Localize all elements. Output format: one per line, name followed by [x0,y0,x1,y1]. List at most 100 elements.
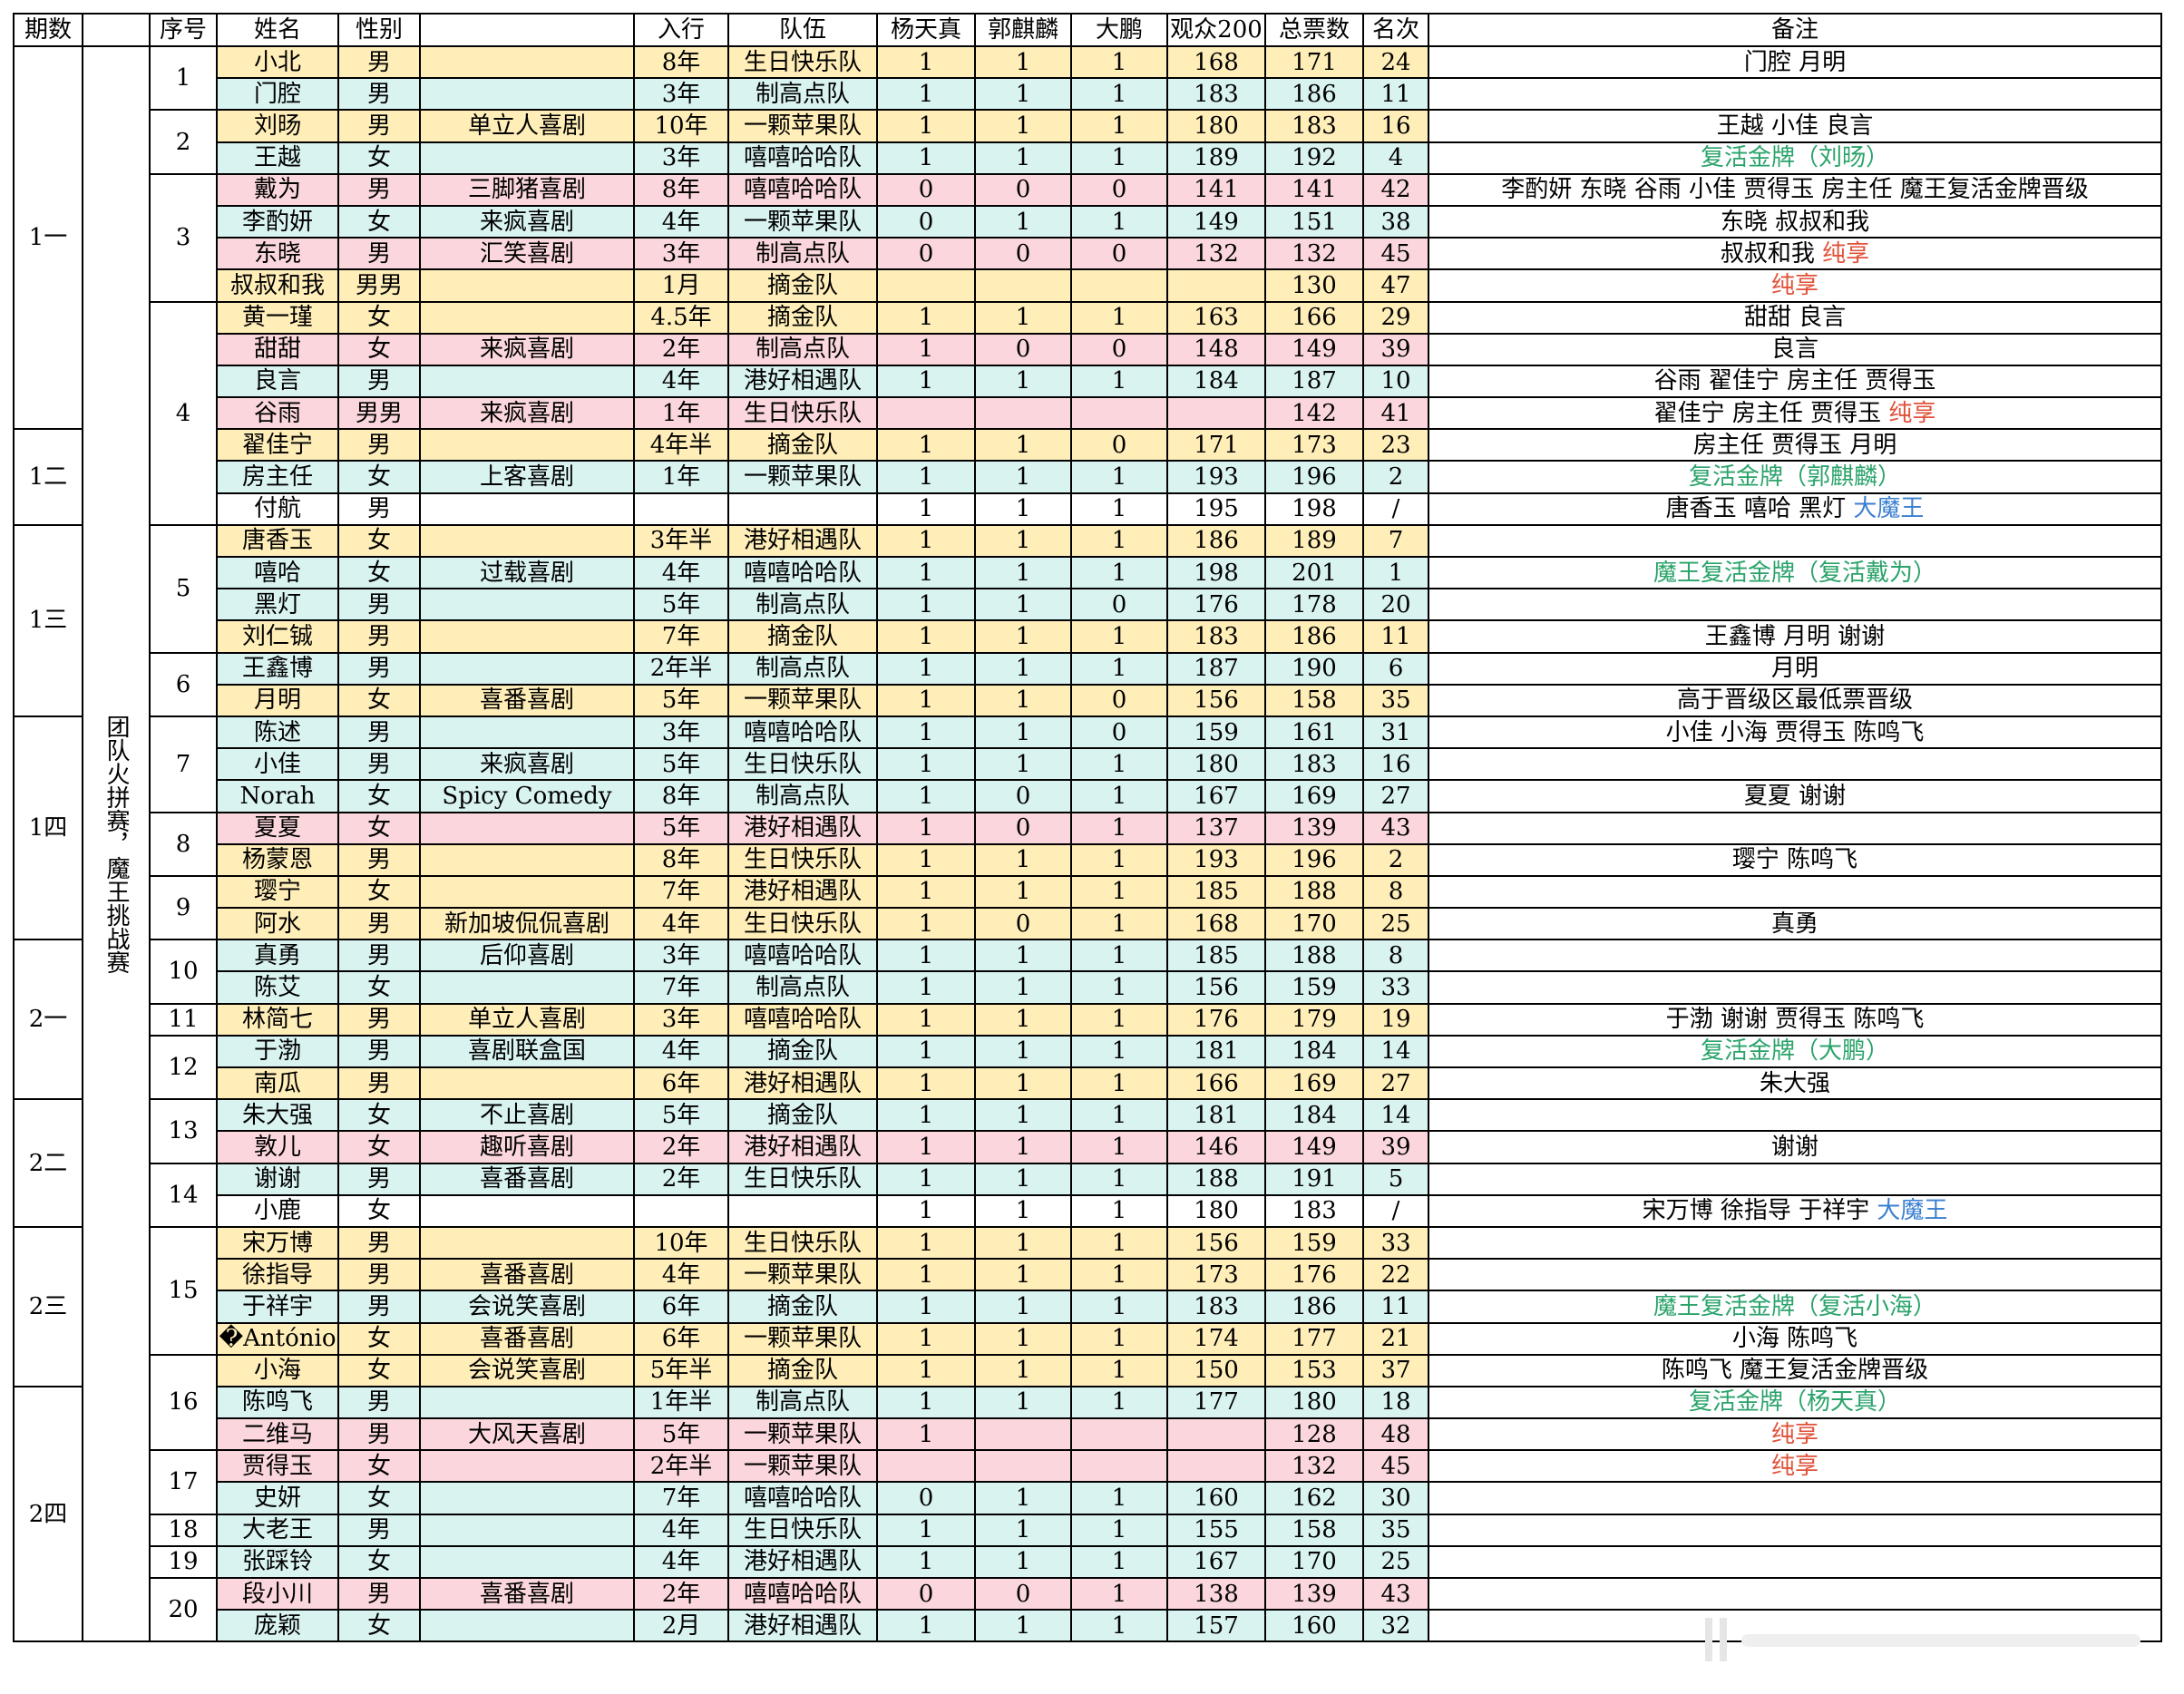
years-cell[interactable]: 4年 [633,1513,729,1547]
years-cell[interactable]: 3年 [633,715,729,750]
gender-cell[interactable]: 男 [337,492,421,526]
judge1-cell[interactable]: 1 [876,1609,976,1643]
audience-cell[interactable]: 180 [1166,109,1266,143]
audience-cell[interactable]: 166 [1166,1066,1266,1101]
gender-cell[interactable]: 男 [337,619,421,654]
rank-cell[interactable]: 42 [1362,172,1429,207]
period-cell[interactable]: 2一 [13,939,83,1101]
audience-cell[interactable]: 183 [1166,77,1266,112]
total-cell[interactable]: 183 [1264,109,1364,143]
judge3-cell[interactable]: 1 [1070,779,1168,813]
name-cell[interactable]: 甜甜 [216,332,339,366]
team-cell[interactable]: 摘金队 [727,1290,878,1324]
name-cell[interactable]: 敦儿 [216,1130,339,1164]
company-cell[interactable]: 喜番喜剧 [419,1258,635,1292]
team-cell[interactable]: 港好相遇队 [727,1066,878,1101]
notes-cell[interactable]: 小佳 小海 贾得玉 陈鸣飞 [1428,715,2162,750]
judge3-cell[interactable]: 0 [1070,428,1168,462]
judge3-cell[interactable]: 1 [1070,364,1168,399]
company-cell[interactable] [419,268,635,303]
team-cell[interactable]: 一颗苹果队 [727,109,878,143]
rank-cell[interactable]: 41 [1362,396,1429,431]
total-cell[interactable]: 149 [1264,332,1364,366]
rank-cell[interactable]: 47 [1362,268,1429,303]
team-cell[interactable]: 摘金队 [727,428,878,462]
team-cell[interactable] [727,1193,878,1228]
years-cell[interactable]: 4年 [633,1544,729,1580]
company-cell[interactable] [419,651,635,686]
name-cell[interactable]: 谢谢 [216,1162,339,1196]
notes-cell[interactable] [1428,1544,2162,1580]
company-cell[interactable]: 会说笑喜剧 [419,1290,635,1324]
name-cell[interactable]: 房主任 [216,460,339,494]
judge1-cell[interactable]: 1 [876,683,976,717]
notes-cell[interactable]: 李酌妍 东晓 谷雨 小佳 贾得玉 房主任 魔王复活金牌晋级 [1428,172,2162,207]
total-cell[interactable]: 149 [1264,1130,1364,1164]
total-cell[interactable]: 139 [1264,1576,1364,1611]
rank-cell[interactable]: 25 [1362,907,1429,941]
rank-cell[interactable]: 21 [1362,1321,1429,1356]
team-cell[interactable]: 嘻嘻哈哈队 [727,1576,878,1611]
team-cell[interactable]: 摘金队 [727,1034,878,1069]
judge2-cell[interactable]: 1 [974,842,1072,877]
years-cell[interactable] [633,1193,729,1228]
company-cell[interactable] [419,44,635,80]
judge2-cell[interactable]: 1 [974,874,1072,910]
name-cell[interactable]: 朱大强 [216,1098,339,1133]
rank-cell[interactable]: 48 [1362,1417,1429,1452]
gender-cell[interactable]: 男 [337,747,421,782]
notes-cell[interactable]: 复活金牌（杨天真） [1428,1385,2162,1420]
notes-cell[interactable] [1428,1481,2162,1515]
judge3-cell[interactable]: 1 [1070,1034,1168,1069]
total-cell[interactable]: 188 [1264,874,1364,910]
gender-cell[interactable]: 女 [337,874,421,910]
notes-cell[interactable] [1428,970,2162,1005]
audience-cell[interactable]: 176 [1166,1002,1266,1037]
company-cell[interactable] [419,364,635,399]
judge3-cell[interactable]: 1 [1070,1321,1168,1356]
judge1-cell[interactable]: 0 [876,1576,976,1611]
judge2-cell[interactable]: 0 [974,907,1072,941]
audience-cell[interactable]: 137 [1166,811,1266,845]
total-cell[interactable]: 160 [1264,1609,1364,1643]
judge1-cell[interactable]: 1 [876,1321,976,1356]
notes-cell[interactable] [1428,1162,2162,1196]
judge2-cell[interactable]: 0 [974,779,1072,813]
rank-cell[interactable]: 27 [1362,1066,1429,1101]
gender-cell[interactable]: 女 [337,1353,421,1387]
audience-cell[interactable]: 198 [1166,555,1266,590]
judge3-cell[interactable]: 1 [1070,939,1168,973]
judge1-cell[interactable]: 1 [876,1162,976,1196]
gender-cell[interactable]: 女 [337,300,421,335]
header-cell-judge3[interactable]: 大鹏 [1070,13,1168,47]
judge2-cell[interactable]: 1 [974,619,1072,654]
judge1-cell[interactable]: 1 [876,332,976,366]
audience-cell[interactable]: 132 [1166,237,1266,271]
seq-cell[interactable]: 5 [149,523,218,654]
gender-cell[interactable]: 女 [337,141,421,175]
years-cell[interactable]: 5年 [633,683,729,717]
name-cell[interactable]: 刘仁铖 [216,619,339,654]
name-cell[interactable]: 小北 [216,44,339,80]
audience-cell[interactable]: 181 [1166,1034,1266,1069]
notes-cell[interactable]: 陈鸣飞 魔王复活金牌晋级 [1428,1353,2162,1387]
header-cell-rank[interactable]: 名次 [1362,13,1429,47]
total-cell[interactable]: 177 [1264,1321,1364,1356]
judge1-cell[interactable]: 1 [876,523,976,559]
company-cell[interactable]: Spicy Comedy [419,779,635,813]
team-cell[interactable]: 一颗苹果队 [727,683,878,717]
rank-cell[interactable]: 11 [1362,1290,1429,1324]
company-cell[interactable]: 喜剧联盒国 [419,1034,635,1069]
judge1-cell[interactable]: 1 [876,779,976,813]
header-cell-judge1[interactable]: 杨天真 [876,13,976,47]
years-cell[interactable]: 8年 [633,172,729,207]
judge2-cell[interactable] [974,268,1072,303]
judge2-cell[interactable]: 1 [974,1130,1072,1164]
period-cell[interactable]: 2二 [13,1098,83,1228]
seq-cell[interactable]: 20 [149,1576,218,1643]
years-cell[interactable]: 4年 [633,204,729,239]
team-cell[interactable]: 一颗苹果队 [727,1417,878,1452]
judge2-cell[interactable]: 1 [974,1225,1072,1261]
judge3-cell[interactable]: 1 [1070,492,1168,526]
audience-cell[interactable]: 160 [1166,1481,1266,1515]
